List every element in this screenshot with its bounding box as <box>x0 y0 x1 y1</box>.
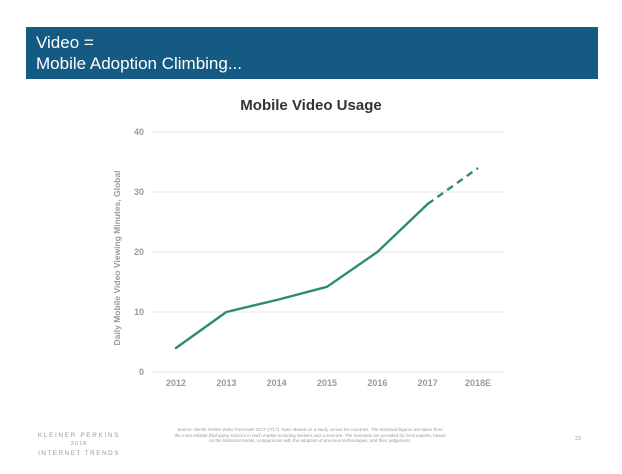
y-tick-label: 20 <box>134 247 144 257</box>
gridlines <box>152 131 503 373</box>
logo-line-3: INTERNET TRENDS <box>38 450 120 457</box>
y-tick-label: 30 <box>134 187 144 197</box>
y-tick-label: 10 <box>134 307 144 317</box>
slide-title-line-2: Mobile Adoption Climbing... <box>36 54 243 73</box>
y-axis-ticks: 0 10 20 30 40 <box>134 127 144 377</box>
slide-title-line-1: Video = <box>36 33 94 52</box>
slide-header-banner: Video = Mobile Adoption Climbing... <box>26 27 598 79</box>
series-line-actual <box>174 202 429 350</box>
y-tick-label: 40 <box>134 127 144 137</box>
logo-line-2: 2018 <box>70 441 88 447</box>
series-line-estimate <box>426 167 479 205</box>
x-tick-label: 2015 <box>317 378 337 388</box>
series-group <box>174 167 479 350</box>
x-axis-ticks: 2012 2013 2014 2015 2016 2017 2018E <box>166 378 491 388</box>
logo-line-1: KLEINER PERKINS <box>37 432 121 439</box>
source-note: Source: Zenith Online Video Forecasts 20… <box>174 427 446 443</box>
page-number: 23 <box>575 436 582 442</box>
x-tick-label: 2016 <box>367 378 387 388</box>
y-axis-label: Daily Mobile Video Viewing Minutes, Glob… <box>112 171 122 346</box>
x-tick-label: 2017 <box>418 378 438 388</box>
x-tick-label: 2013 <box>216 378 236 388</box>
kleiner-perkins-logo: KLEINER PERKINS 2018 INTERNET TRENDS <box>34 431 124 458</box>
x-tick-label: 2014 <box>267 378 287 388</box>
y-tick-label: 0 <box>139 367 144 377</box>
x-tick-label: 2018E <box>465 378 491 388</box>
chart-title: Mobile Video Usage <box>240 97 382 114</box>
x-tick-label: 2012 <box>166 378 186 388</box>
